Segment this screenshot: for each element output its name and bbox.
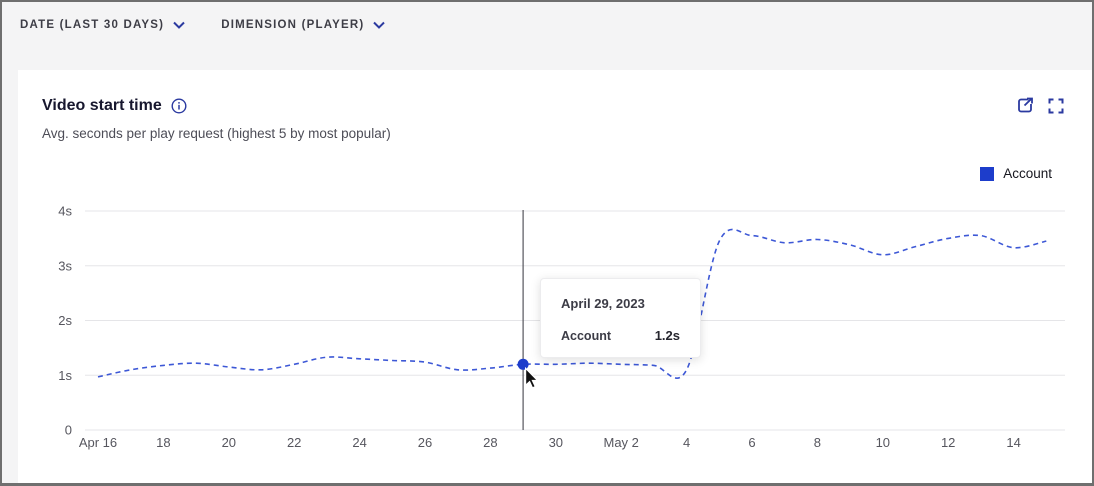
- tooltip-date: April 29, 2023: [561, 296, 645, 311]
- fullscreen-icon: [1048, 98, 1064, 113]
- x-tick-label: 24: [352, 435, 366, 450]
- x-tick-label: Apr 16: [79, 435, 117, 450]
- date-filter-label: DATE (LAST 30 DAYS): [20, 19, 165, 31]
- chevron-down-icon: [173, 21, 185, 29]
- legend-item-account[interactable]: Account: [980, 166, 1052, 181]
- x-tick-label: 22: [287, 435, 301, 450]
- series-line-account: [97, 228, 1047, 379]
- page-title: Video start time: [42, 97, 162, 114]
- info-icon: [171, 98, 187, 114]
- x-tick-label: 12: [941, 435, 955, 450]
- x-tick-label: 30: [549, 435, 563, 450]
- x-tick-label: 4: [683, 435, 690, 450]
- x-tick-label: 6: [748, 435, 755, 450]
- y-tick-label: 2s: [58, 313, 72, 328]
- fullscreen-button[interactable]: [1048, 98, 1064, 114]
- export-icon: [1018, 97, 1033, 113]
- filter-bar: DATE (LAST 30 DAYS) DIMENSION (PLAYER): [20, 19, 386, 31]
- x-tick-label: 10: [876, 435, 890, 450]
- dimension-filter-dropdown[interactable]: DIMENSION (PLAYER): [221, 19, 386, 31]
- y-tick-label: 3s: [58, 258, 72, 273]
- info-button[interactable]: [171, 98, 187, 114]
- y-tick-label: 0: [65, 423, 72, 438]
- card-actions: [1016, 96, 1064, 115]
- tooltip-series-label: Account: [561, 329, 611, 343]
- x-tick-label: 18: [156, 435, 170, 450]
- x-tick-label: 20: [222, 435, 236, 450]
- export-button[interactable]: [1016, 96, 1035, 115]
- card-header: Video start time: [42, 97, 187, 115]
- dimension-filter-label: DIMENSION (PLAYER): [221, 19, 365, 31]
- x-tick-label: 26: [418, 435, 432, 450]
- x-tick-label: May 2: [603, 435, 638, 450]
- chevron-down-icon: [373, 21, 386, 29]
- highlight-dot: [517, 358, 529, 370]
- legend-swatch: [980, 166, 995, 181]
- chart-subtitle: Avg. seconds per play request (highest 5…: [42, 126, 391, 141]
- mouse-cursor: [525, 366, 539, 389]
- x-tick-label: 14: [1006, 435, 1020, 450]
- date-filter-dropdown[interactable]: DATE (LAST 30 DAYS): [20, 19, 185, 31]
- tooltip-value: 1.2s: [654, 328, 680, 343]
- chart-tooltip: April 29, 2023 Account 1.2s: [540, 278, 701, 358]
- x-tick-label: 8: [814, 435, 821, 450]
- legend-label: Account: [1003, 166, 1052, 181]
- y-tick-label: 1s: [58, 368, 72, 383]
- x-tick-label: 28: [483, 435, 497, 450]
- tooltip-row: Account 1.2s: [561, 328, 680, 343]
- chart-card: Video start time Avg. seconds per play r…: [18, 70, 1092, 483]
- y-tick-label: 4s: [58, 204, 72, 219]
